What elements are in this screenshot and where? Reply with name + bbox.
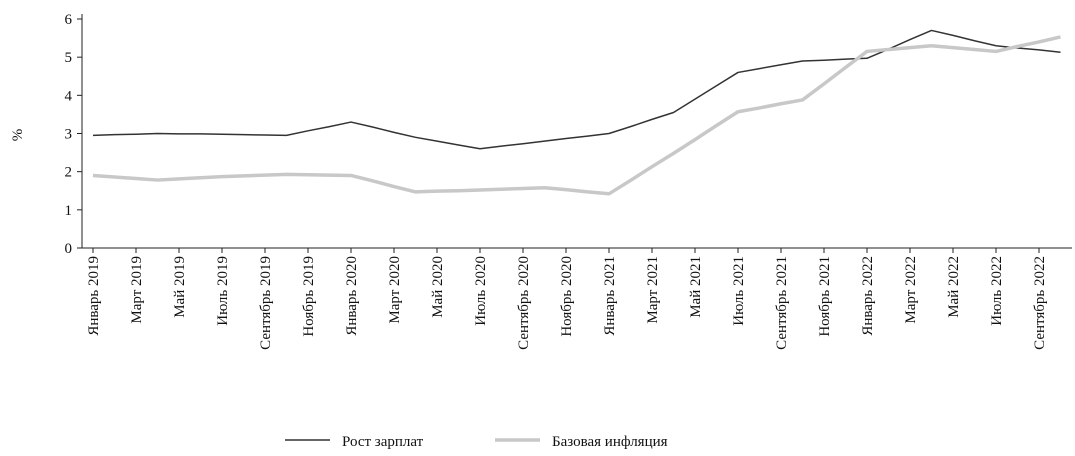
y-tick-label: 6 bbox=[65, 12, 73, 28]
x-tick-label: Июль 2021 bbox=[731, 256, 747, 326]
x-tick-label: Ноябрь 2021 bbox=[817, 256, 833, 337]
y-tick-label: 5 bbox=[65, 50, 73, 66]
x-tick-label: Май 2022 bbox=[946, 256, 962, 318]
x-tick-label: Сентябрь 2021 bbox=[774, 256, 790, 350]
x-tick-label: Март 2022 bbox=[903, 256, 919, 324]
x-tick-label: Январь 2019 bbox=[86, 256, 102, 336]
x-tick-label: Май 2020 bbox=[430, 256, 446, 318]
x-tick-label: Июль 2020 bbox=[473, 256, 489, 326]
y-tick-label: 4 bbox=[65, 88, 73, 104]
y-tick-label: 2 bbox=[65, 165, 73, 181]
x-tick-label: Ноябрь 2020 bbox=[559, 256, 575, 337]
x-tick-label: Ноябрь 2019 bbox=[301, 256, 317, 337]
x-tick-label: Январь 2022 bbox=[860, 256, 876, 336]
x-tick-label: Март 2020 bbox=[387, 256, 403, 324]
x-tick-label: Январь 2020 bbox=[344, 256, 360, 336]
line-series bbox=[92, 35, 1061, 196]
x-tick-label: Сентябрь 2022 bbox=[1032, 256, 1048, 350]
y-tick-label: 0 bbox=[65, 241, 73, 257]
x-tick-label: Март 2021 bbox=[645, 256, 661, 324]
x-tick-label: Сентябрь 2019 bbox=[258, 256, 274, 350]
x-tick-label: Май 2021 bbox=[688, 256, 704, 318]
y-tick-label: 3 bbox=[65, 127, 73, 143]
x-tick-label: Сентябрь 2020 bbox=[516, 256, 532, 350]
legend-label: Базовая инфляция bbox=[552, 434, 668, 450]
x-tick-label: Март 2019 bbox=[129, 256, 145, 324]
line-series bbox=[92, 29, 1061, 150]
y-tick-label: 1 bbox=[65, 203, 73, 219]
legend-label: Рост зарплат bbox=[342, 434, 424, 450]
x-tick-label: Январь 2021 bbox=[602, 256, 618, 336]
x-tick-label: Июль 2019 bbox=[215, 256, 231, 326]
x-tick-label: Май 2019 bbox=[172, 256, 188, 318]
y-axis-label: % bbox=[10, 129, 26, 142]
x-tick-label: Июль 2022 bbox=[989, 256, 1005, 326]
